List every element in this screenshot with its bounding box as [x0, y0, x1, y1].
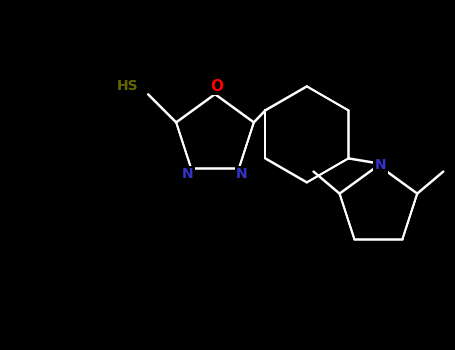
Text: O: O — [211, 79, 223, 94]
Text: N: N — [182, 167, 194, 181]
Text: N: N — [374, 159, 386, 173]
Text: HS: HS — [116, 79, 138, 93]
Text: N: N — [236, 167, 248, 181]
